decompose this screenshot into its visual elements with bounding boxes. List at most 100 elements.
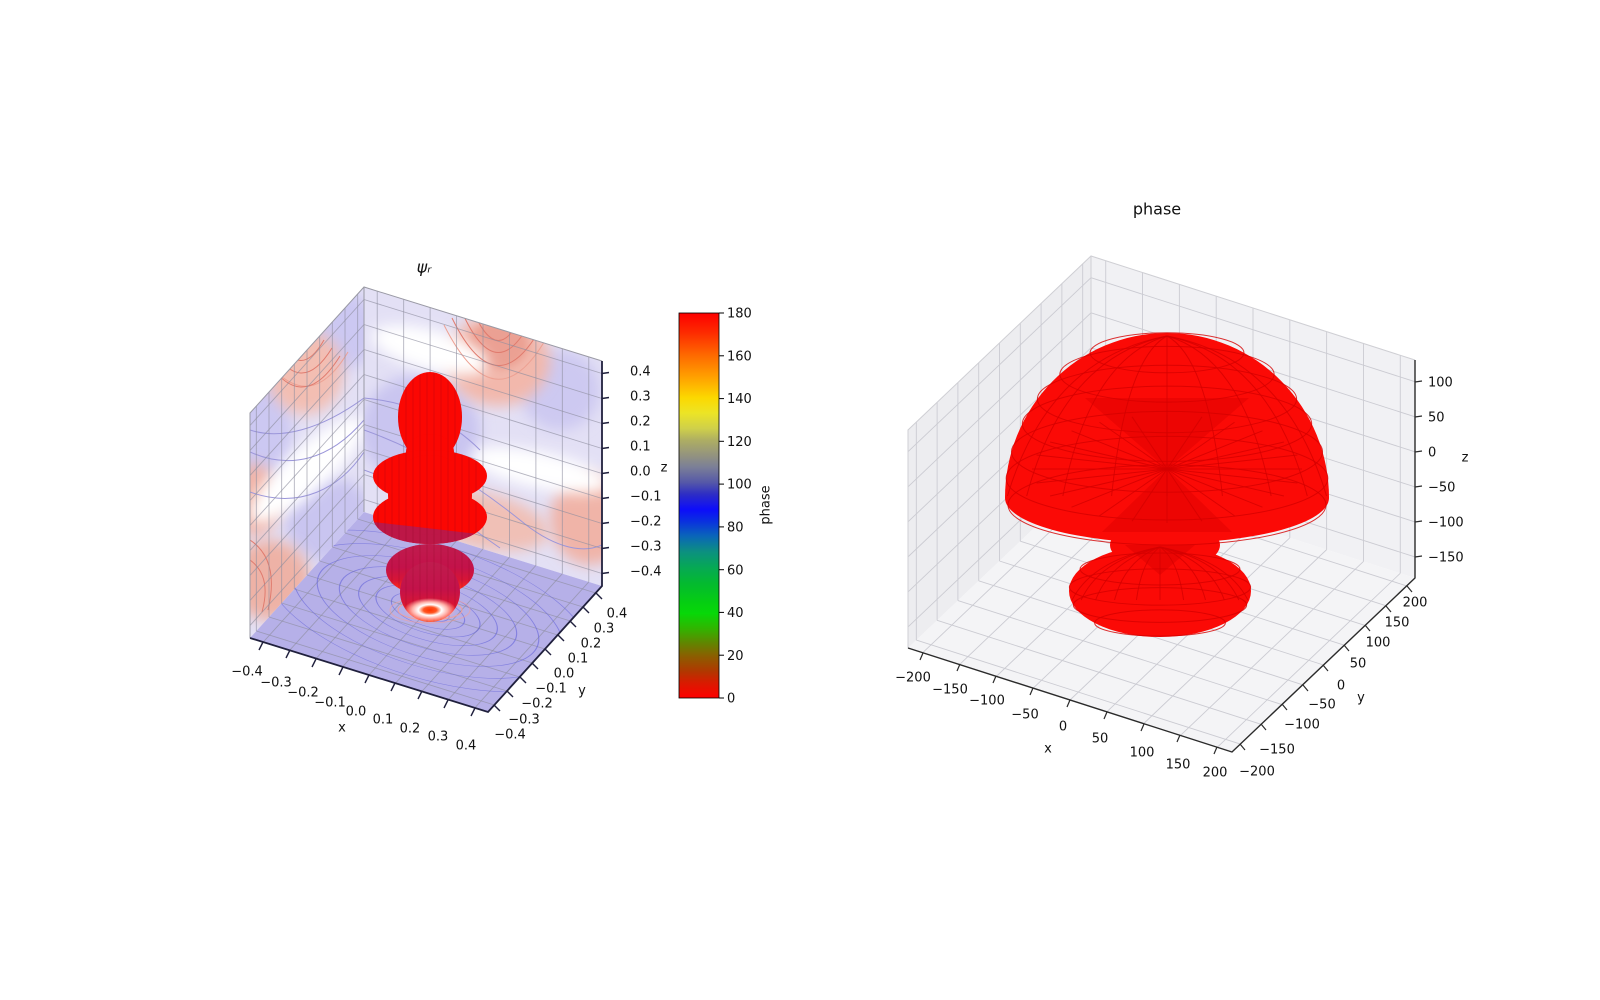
tick-label: −0.1 [314, 696, 346, 711]
mesh-line [1006, 335, 1168, 497]
tick-label: 50 [1428, 411, 1445, 426]
tick-label: 20 [727, 649, 744, 664]
mesh-line [1062, 335, 1168, 497]
tick-label: −50 [1428, 481, 1455, 496]
tick-label: 40 [727, 606, 744, 621]
tick-label: 0.0 [554, 667, 575, 682]
tick-label: 140 [727, 392, 752, 407]
right-plot-tick-marks [919, 380, 1423, 755]
mesh-line [1071, 468, 1168, 508]
mesh-line [1099, 468, 1168, 517]
mesh-line [1166, 468, 1263, 508]
tick-mark [569, 620, 577, 628]
grid-line [249, 299, 365, 426]
tick-mark [1260, 723, 1267, 731]
mesh-line [1159, 546, 1225, 601]
left-plot-title: ψᵣ [417, 258, 433, 277]
mesh-line [1135, 546, 1161, 601]
tick-mark [1406, 585, 1413, 593]
tick-mark [557, 634, 565, 642]
tick-label: −100 [1284, 718, 1320, 733]
tick-label: 160 [727, 349, 752, 364]
left-plot-zlabel: z [661, 461, 668, 476]
tick-label: −0.4 [494, 728, 526, 743]
tick-mark [595, 592, 603, 600]
tick-label: 80 [727, 520, 744, 535]
mesh-line [1166, 468, 1298, 484]
tick-label: 0.3 [630, 390, 651, 405]
tick-label: 0 [1337, 679, 1345, 694]
tick-label: −150 [932, 683, 968, 698]
mesh-line [1166, 335, 1272, 497]
tick-label: 200 [1403, 596, 1428, 611]
tick-label: 150 [1166, 758, 1191, 773]
tick-label: −100 [1428, 516, 1464, 531]
tick-label: 0.2 [581, 637, 602, 652]
left-plot-box-edges [249, 286, 603, 638]
tick-mark [258, 641, 264, 651]
tick-label: −0.3 [260, 676, 292, 691]
tick-label: 0.3 [594, 622, 615, 637]
tick-mark [338, 666, 344, 676]
tick-mark [1414, 380, 1423, 383]
tick-mark [519, 676, 527, 684]
tick-mark [544, 648, 552, 656]
mesh-line [1159, 546, 1185, 601]
tick-mark [1343, 644, 1350, 652]
tick-label: −0.2 [521, 697, 553, 712]
mesh-line [1026, 335, 1168, 497]
tick-mark [285, 649, 291, 659]
tick-label: 0.2 [400, 722, 421, 737]
tick-mark [417, 690, 423, 700]
tick-mark [1239, 743, 1246, 751]
mesh-line [1094, 609, 1226, 637]
tick-label: −0.4 [630, 565, 662, 580]
mesh-line [1099, 421, 1168, 470]
tick-mark [390, 682, 396, 692]
right-plot-title: phase [1133, 200, 1181, 219]
tick-mark [601, 471, 610, 475]
mesh-line [1111, 335, 1168, 497]
tick-mark [582, 606, 590, 614]
tick-label: 0.3 [428, 730, 449, 745]
grid-line [363, 324, 603, 399]
tick-label: 0.0 [630, 465, 651, 480]
tick-label: 100 [1428, 376, 1453, 391]
mesh-line [1049, 441, 1168, 470]
mesh-line [1159, 546, 1249, 601]
right-plot-xlabel: x [1044, 742, 1052, 757]
tick-label: −0.2 [630, 515, 662, 530]
tick-label: 0.4 [607, 607, 628, 622]
tick-mark [1414, 520, 1423, 523]
tick-label: 0.1 [568, 652, 589, 667]
left-plot-tick-marks [258, 371, 610, 717]
tick-mark [1029, 687, 1034, 696]
tick-mark [1364, 624, 1371, 632]
tick-mark [601, 546, 610, 550]
tick-mark [443, 699, 449, 709]
mesh-line [1080, 546, 1161, 601]
colorbar-label: phase [759, 485, 774, 524]
tick-mark [531, 662, 539, 670]
mesh-line [1166, 335, 1308, 497]
tick-mark [493, 704, 501, 712]
mesh-line [1166, 454, 1298, 470]
tick-label: 50 [1092, 732, 1109, 747]
tick-mark [601, 496, 610, 500]
right-plot-ylabel: y [1357, 691, 1365, 706]
tick-mark [992, 675, 997, 684]
tick-label: 0 [727, 692, 735, 707]
tick-label: −0.1 [535, 682, 567, 697]
mesh-line [1166, 468, 1235, 517]
mesh-line [1166, 468, 1285, 497]
grid-line [249, 324, 365, 451]
tick-mark [601, 571, 610, 575]
tick-label: 100 [727, 478, 752, 493]
tick-mark [364, 674, 370, 684]
tick-label: −150 [1259, 743, 1295, 758]
grid-line [1180, 561, 1364, 736]
grid-line [249, 474, 365, 601]
phase-surface [1005, 332, 1329, 637]
